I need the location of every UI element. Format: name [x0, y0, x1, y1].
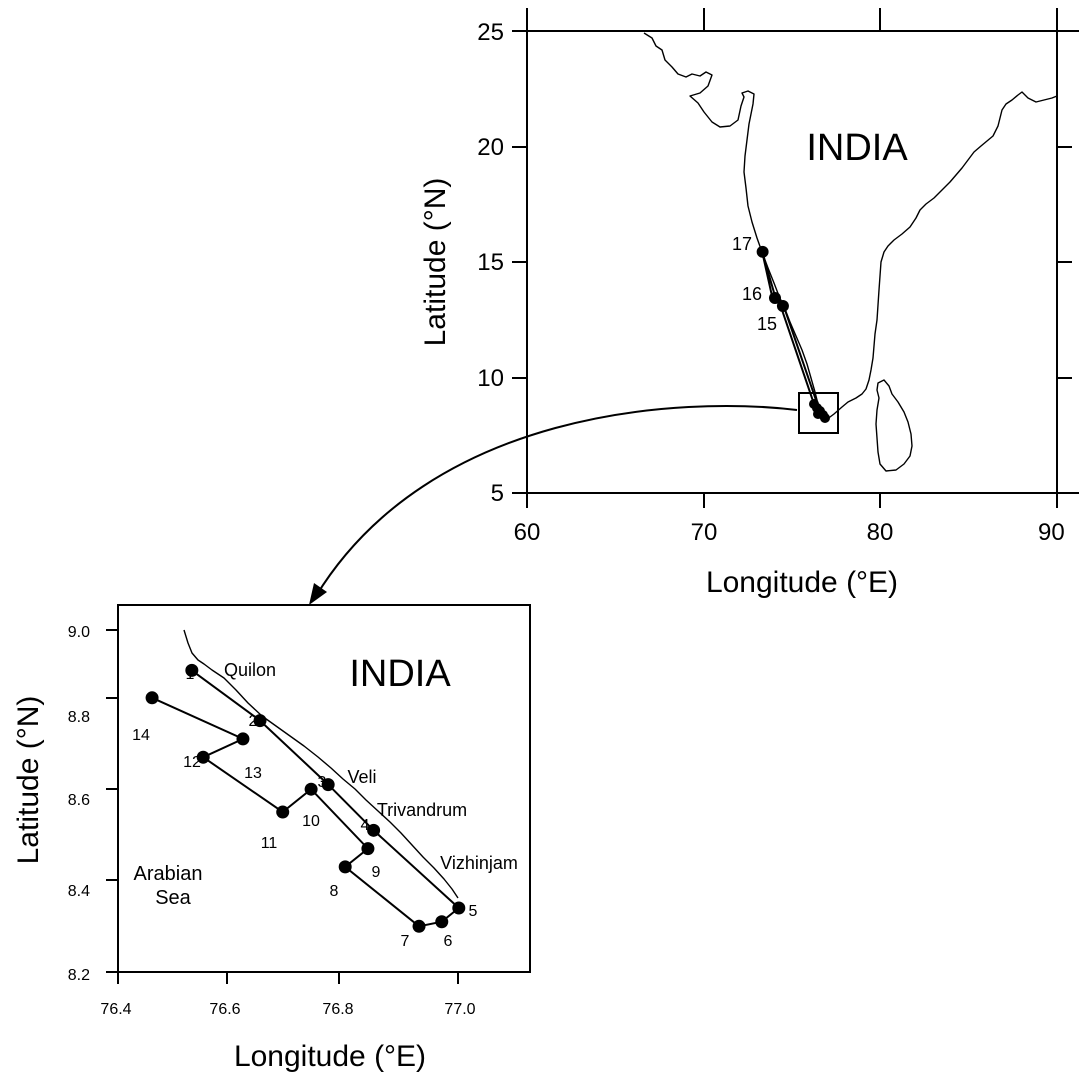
detail-station-marker-3 [321, 778, 335, 792]
place-label-trivandrum: Trivandrum [377, 800, 467, 820]
overview-ytick-5: 5 [491, 480, 504, 507]
overview-ytick-15: 15 [477, 249, 504, 276]
detail-station-marker-9 [361, 842, 375, 856]
overview-station-marker-16 [768, 291, 781, 304]
overview-station-cluster [809, 399, 830, 423]
overview-station-marker-15 [776, 300, 789, 313]
detail-station-marker-6 [435, 915, 449, 929]
detail-station-marker-13 [236, 732, 250, 746]
detail-station-marker-1 [185, 663, 199, 677]
detail-xlabel: Longitude (°E) [234, 1040, 426, 1073]
overview-stations [756, 245, 789, 313]
overview-xtick-70: 70 [691, 519, 718, 546]
detail-station-marker-2 [253, 714, 267, 728]
detail-ticks [106, 629, 459, 984]
detail-xtick-76.4: 76.4 [100, 1001, 131, 1018]
detail-ytick-8.8: 8.8 [68, 709, 90, 726]
detail-station-marker-8 [338, 860, 352, 874]
detail-station-label-4: 4 [361, 817, 370, 834]
overview-ticks [512, 8, 1072, 508]
detail-station-label-14: 14 [132, 727, 150, 744]
detail-station-marker-11 [276, 805, 290, 819]
detail-coastline [183, 629, 459, 899]
sea-label-line-1: Arabian [134, 863, 203, 885]
detail-station-label-6: 6 [444, 933, 453, 950]
place-label-quilon: Quilon [224, 660, 276, 680]
detail-station-label-9: 9 [372, 864, 381, 881]
sea-label-line-2: Sea [155, 887, 191, 909]
detail-map: 76.4 76.6 76.8 77.0 8.2 8.4 8.6 8.8 9.0 … [12, 604, 531, 1073]
overview-station-label-16: 16 [742, 284, 762, 304]
overview-station-label-17: 17 [732, 234, 752, 254]
detail-station-marker-7 [412, 919, 426, 933]
detail-station-marker-14 [145, 691, 159, 705]
overview-station-label-15: 15 [757, 314, 777, 334]
overview-ytick-25: 25 [477, 19, 504, 46]
detail-station-marker-5 [452, 901, 466, 915]
inset-region-box [798, 392, 839, 434]
detail-station-marker-4 [367, 823, 381, 837]
detail-station-label-10: 10 [302, 813, 320, 830]
overview-xlabel: Longitude (°E) [706, 566, 898, 599]
detail-station-label-5: 5 [469, 903, 478, 920]
india-east-coastline [825, 91, 1058, 421]
zoom-connector-arrow [309, 405, 798, 605]
detail-cruise-track [151, 669, 461, 928]
detail-xtick-76.6: 76.6 [209, 1001, 240, 1018]
overview-country-label: INDIA [806, 127, 908, 169]
detail-ytick-8.4: 8.4 [68, 883, 90, 900]
detail-station-label-13: 13 [244, 765, 262, 782]
overview-map: 60 70 80 90 5 10 15 20 25 Longitude (°E)… [419, 8, 1079, 599]
detail-ytick-9.0: 9.0 [68, 624, 90, 641]
detail-ylabel: Latitude (°N) [12, 696, 45, 865]
detail-station-marker-12 [196, 750, 210, 764]
detail-station-label-1: 1 [186, 666, 195, 683]
detail-station-marker-10 [304, 782, 318, 796]
detail-station-label-11: 11 [261, 835, 278, 852]
detail-ytick-8.2: 8.2 [68, 967, 90, 984]
detail-station-label-2: 2 [249, 713, 258, 730]
sri-lanka-coastline [875, 379, 913, 472]
detail-station-label-12: 12 [183, 754, 201, 771]
overview-xtick-90: 90 [1038, 519, 1065, 546]
overview-station-marker-17 [756, 245, 769, 258]
detail-station-label-8: 8 [330, 883, 339, 900]
detail-ytick-8.6: 8.6 [68, 792, 90, 809]
detail-country-label: INDIA [349, 653, 451, 695]
overview-xtick-80: 80 [867, 519, 894, 546]
detail-xtick-77.0: 77.0 [444, 1001, 475, 1018]
detail-station-label-3: 3 [318, 774, 327, 791]
overview-ytick-20: 20 [477, 134, 504, 161]
detail-station-labels: 1 2 3 4 5 6 7 8 9 10 11 12 13 14 [132, 666, 477, 950]
overview-ytick-10: 10 [477, 365, 504, 392]
detail-station-label-7: 7 [401, 933, 410, 950]
overview-xtick-60: 60 [514, 519, 541, 546]
place-label-vizhinjam: Vizhinjam [440, 853, 518, 873]
place-label-veli: Veli [347, 767, 376, 787]
detail-stations [145, 663, 466, 933]
overview-ylabel: Latitude (°N) [419, 178, 452, 347]
detail-xtick-76.8: 76.8 [322, 1001, 353, 1018]
